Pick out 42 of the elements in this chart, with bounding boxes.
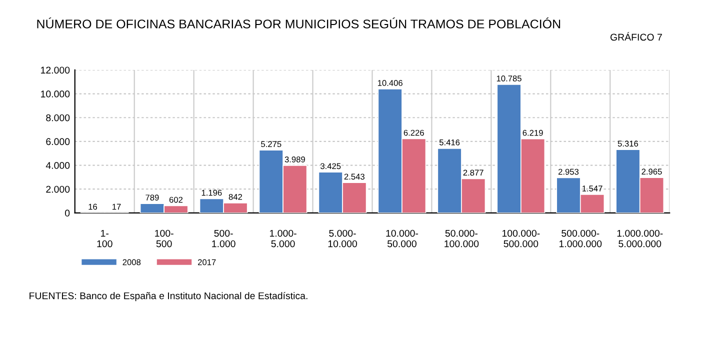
data-label: 17 xyxy=(112,204,121,210)
x-tick-label: 10.000- 50.000 xyxy=(386,230,418,248)
data-label: 3.425 xyxy=(320,163,341,170)
chart-title: NÚMERO DE OFICINAS BANCARIAS POR MUNICIPIOS SEGÚN TRAMOS DE POBLACIÓN xyxy=(37,17,560,28)
data-label: 3.989 xyxy=(284,156,305,162)
y-tick-label: 10.000 xyxy=(41,90,70,98)
data-label: 2.877 xyxy=(463,170,484,176)
x-tick-label: 50.000- 100.000 xyxy=(444,230,479,248)
data-label: 6.226 xyxy=(404,130,424,136)
source-note: FUENTES: Banco de España e Instituto Nacional de Estadística. xyxy=(30,292,308,302)
y-tick-label: 2.000 xyxy=(46,186,70,193)
y-tick-label: 6.000 xyxy=(46,138,70,146)
x-tick-label: 1- 100 xyxy=(97,230,112,248)
x-tick-label: 500.000- 1.000.000 xyxy=(560,230,602,248)
data-label: 1.196 xyxy=(202,190,222,196)
data-label: 5.275 xyxy=(261,141,282,148)
data-label: 16 xyxy=(88,204,97,210)
y-tick-label: 12.000 xyxy=(41,66,70,74)
x-tick-label: 100- 500 xyxy=(155,230,174,248)
data-label: 6.219 xyxy=(522,130,543,136)
data-label: 2.543 xyxy=(344,174,364,180)
x-tick-label: 1.000- 5.000 xyxy=(270,230,296,248)
data-label: 10.406 xyxy=(378,80,402,86)
x-tick-label: 5.000- 10.000 xyxy=(328,230,357,248)
x-tick-label: 500- 1.000 xyxy=(212,230,236,248)
data-label: 2.965 xyxy=(642,168,662,175)
data-label: 602 xyxy=(169,196,183,203)
data-label: 5.416 xyxy=(439,139,460,146)
text: GRÁFICO 7 xyxy=(610,32,662,41)
data-label: 1.547 xyxy=(582,186,602,192)
data-label: 789 xyxy=(146,194,159,201)
y-tick-label: 0 xyxy=(64,210,70,217)
data-label: 5.316 xyxy=(618,140,638,147)
data-label: 2.953 xyxy=(558,168,579,175)
data-label: 842 xyxy=(228,194,242,200)
legend-label: 2017 xyxy=(198,259,216,266)
y-tick-label: 8.000 xyxy=(46,114,70,122)
y-tick-label: 4.000 xyxy=(46,162,70,169)
legend-label: 2008 xyxy=(122,259,141,266)
x-tick-label: 100.000- 500.000 xyxy=(502,230,540,248)
x-tick-label: 1.000.000- 5.000.000 xyxy=(617,230,663,248)
data-label: 10.785 xyxy=(496,76,522,82)
